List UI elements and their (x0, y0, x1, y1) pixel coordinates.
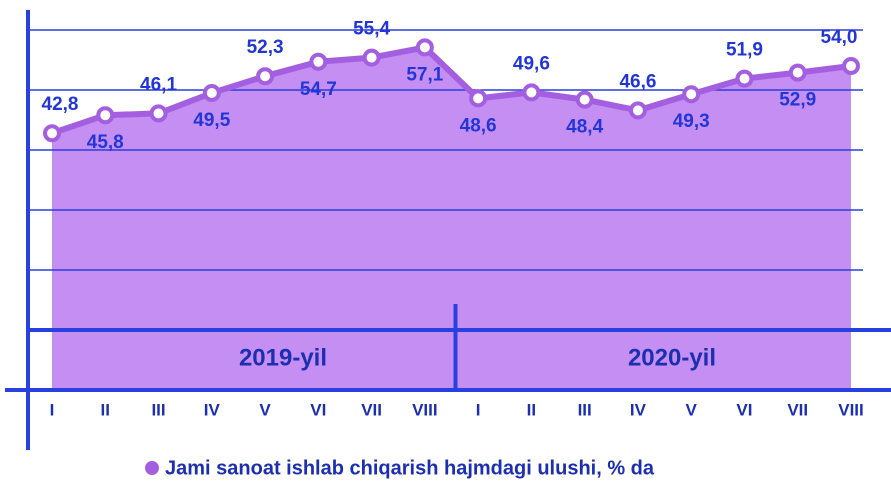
value-label: 52,9 (779, 90, 816, 111)
group-label: 2019-yil (239, 344, 327, 371)
point (415, 38, 434, 57)
x-tick-label: V (686, 400, 698, 419)
x-tick-label: IV (630, 400, 647, 419)
x-tick-label: VIII (838, 400, 864, 419)
point (96, 106, 115, 125)
legend-marker (145, 461, 159, 475)
x-tick-label: III (578, 400, 592, 419)
legend-label: Jami sanoat ishlab chiqarish hajmdagi ul… (165, 457, 655, 479)
value-label: 52,3 (247, 37, 284, 58)
point (43, 124, 61, 143)
value-label: 46,6 (619, 71, 656, 92)
x-tick-label: I (476, 400, 481, 419)
point (522, 83, 541, 102)
value-label: 51,9 (726, 40, 763, 61)
point (149, 104, 168, 123)
x-tick-label: VIII (412, 400, 438, 419)
value-label: 46,1 (140, 74, 177, 95)
plot: 2019-yil 2020-yil42,8I45,8II46,1III49,5IV… (5, 10, 891, 450)
value-label: 54,7 (300, 79, 337, 100)
point (202, 84, 221, 102)
point (575, 90, 594, 109)
x-tick-label: II (101, 400, 110, 419)
x-tick-label: II (527, 400, 536, 419)
point (362, 48, 381, 67)
x-tick-label: I (50, 400, 55, 419)
point (735, 69, 754, 88)
value-label: 49,6 (513, 53, 550, 74)
area (52, 47, 851, 391)
point (628, 101, 647, 120)
x-tick-label: IV (204, 400, 221, 419)
value-label: 49,5 (193, 110, 230, 131)
point (256, 67, 275, 86)
point (842, 57, 860, 75)
value-label: 48,4 (566, 117, 603, 138)
x-tick-label: VII (361, 400, 382, 419)
value-label: 45,8 (87, 132, 124, 153)
value-label: 49,3 (673, 111, 710, 132)
value-label: 54,0 (821, 27, 858, 48)
value-label: 48,6 (460, 115, 497, 136)
point (309, 52, 328, 71)
x-tick-label: VI (736, 400, 752, 419)
x-tick-label: VII (787, 400, 808, 419)
point (788, 63, 807, 82)
line (51, 44, 852, 137)
group-label: 2020-yil (628, 344, 716, 371)
x-tick-label: V (259, 400, 271, 419)
point (469, 89, 488, 108)
x-tick-label: III (151, 400, 165, 419)
x-tick-label: VI (310, 400, 326, 419)
value-label: 42,8 (42, 94, 79, 115)
value-label: 57,1 (406, 64, 443, 85)
point (682, 85, 701, 104)
value-label: 55,4 (353, 19, 390, 40)
